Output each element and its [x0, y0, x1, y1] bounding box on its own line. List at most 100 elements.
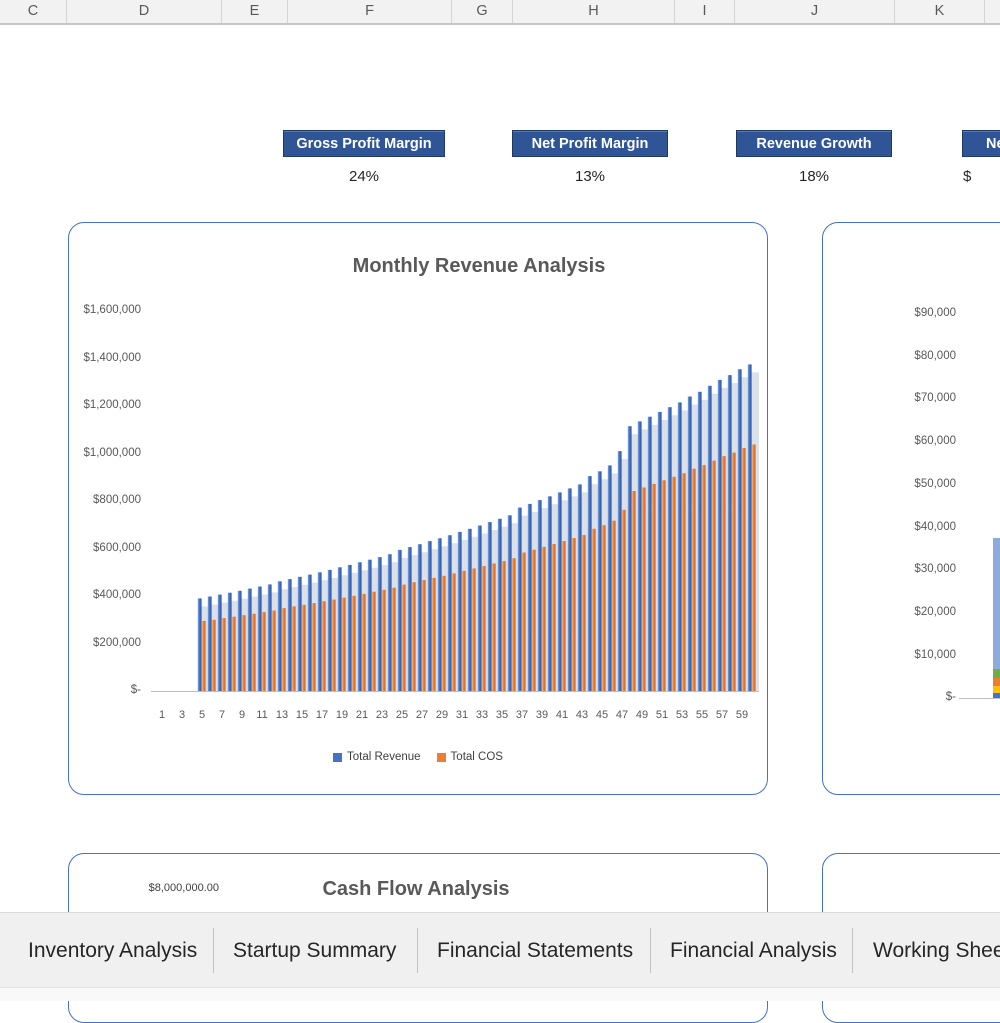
- tab-divider-2: [650, 928, 651, 973]
- cos-bar-month-48: [632, 491, 636, 691]
- right-y-tick-1: $80,000: [914, 349, 956, 362]
- cos-bar-month-10: [252, 613, 256, 691]
- revenue-bar-month-55: [697, 391, 702, 692]
- right-y-tick-3: $60,000: [914, 435, 956, 448]
- column-header-H[interactable]: H: [513, 0, 675, 23]
- main-chart-plot: [151, 364, 759, 692]
- revenue-bar-month-30: [447, 535, 452, 691]
- kpi-badge-2[interactable]: Revenue Growth: [736, 130, 892, 157]
- monthly-revenue-chart-panel[interactable]: Monthly Revenue Analysis $1,600,000 $1,40…: [68, 222, 768, 795]
- column-header-K[interactable]: K: [895, 0, 985, 23]
- main-y-tick-2: $1,200,000: [83, 399, 141, 411]
- column-header-F[interactable]: F: [288, 0, 452, 23]
- cos-bar-month-38: [532, 549, 536, 691]
- tab-divider-0: [213, 928, 214, 973]
- column-header-D[interactable]: D: [67, 0, 222, 23]
- cos-bar-month-40: [552, 544, 556, 691]
- cos-bar-month-45: [602, 525, 606, 691]
- revenue-bar-month-26: [407, 547, 412, 691]
- main-x-tick-17: 17: [315, 709, 329, 721]
- revenue-bar-month-45: [597, 471, 602, 691]
- kpi-value-1: 13%: [574, 168, 606, 185]
- legend-label-total-cos: Total COS: [450, 751, 503, 763]
- main-x-tick-55: 55: [695, 709, 709, 721]
- sheet-tab-startup-summary[interactable]: Startup Summary: [233, 938, 397, 962]
- tab-divider-1: [417, 928, 418, 973]
- right-bar-orange-segment: [993, 677, 1000, 686]
- column-header-I[interactable]: I: [675, 0, 735, 23]
- cos-bar-month-42: [572, 538, 576, 691]
- main-x-tick-1: 1: [158, 709, 166, 721]
- cos-bar-month-7: [222, 618, 226, 691]
- sheet-tab-financial-statements[interactable]: Financial Statements: [437, 938, 634, 962]
- revenue-bar-month-17: [317, 572, 322, 692]
- column-header-C[interactable]: C: [0, 0, 67, 23]
- cos-bar-month-26: [412, 582, 416, 691]
- sheet-tab-financial-analysis[interactable]: Financial Analysis: [670, 938, 837, 962]
- cos-bar-month-18: [332, 599, 336, 691]
- cos-bar-month-20: [352, 595, 356, 691]
- main-x-tick-57: 57: [715, 709, 729, 721]
- revenue-bar-month-34: [487, 522, 492, 691]
- right-y-tick-4: $50,000: [914, 477, 956, 490]
- tab-divider-3: [852, 928, 853, 973]
- main-x-tick-11: 11: [256, 709, 268, 721]
- cos-bar-month-44: [592, 528, 596, 691]
- cos-bar-month-46: [612, 520, 616, 691]
- column-header-E[interactable]: E: [222, 0, 288, 23]
- revenue-bar-month-53: [677, 402, 682, 691]
- legend-label-total-revenue: Total Revenue: [347, 751, 421, 763]
- revenue-bar-month-50: [647, 416, 652, 691]
- main-x-tick-7: 7: [218, 709, 226, 721]
- revenue-bar-month-49: [637, 421, 642, 691]
- right-y-tick-7: $20,000: [914, 605, 956, 618]
- kpi-badge-0[interactable]: Gross Profit Margin: [283, 130, 445, 157]
- main-x-tick-27: 27: [415, 709, 429, 721]
- legend-swatch-total-cos: [436, 752, 446, 762]
- cos-bar-month-21: [362, 593, 366, 691]
- cos-bar-month-59: [742, 448, 746, 691]
- cos-bar-month-50: [652, 483, 656, 691]
- kpi-badge-1[interactable]: Net Profit Margin: [512, 130, 668, 157]
- cos-bar-month-19: [342, 597, 346, 691]
- revenue-bar-month-40: [547, 496, 552, 692]
- column-header-G[interactable]: G: [452, 0, 513, 23]
- column-header-J[interactable]: J: [735, 0, 895, 23]
- kpi-value-2: 18%: [798, 168, 830, 185]
- cos-bar-month-51: [662, 480, 666, 691]
- revenue-bar-month-15: [297, 576, 302, 691]
- main-y-tick-0: $1,600,000: [83, 304, 141, 316]
- cos-bar-month-29: [442, 575, 446, 691]
- right-chart-panel[interactable]: $90,000 $80,000 $70,000 $60,000 $50,000 $40,0…: [822, 222, 1000, 795]
- main-y-tick-4: $800,000: [93, 494, 141, 506]
- cos-bar-month-34: [492, 563, 496, 691]
- kpi-badge-3[interactable]: Ne: [962, 130, 1000, 157]
- main-x-tick-43: 43: [575, 709, 589, 721]
- main-y-tick-6: $400,000: [93, 589, 141, 601]
- revenue-bar-month-27: [417, 544, 422, 691]
- main-x-tick-3: 3: [178, 709, 186, 721]
- revenue-bar-month-12: [267, 584, 272, 691]
- cos-bar-month-27: [422, 580, 426, 691]
- cos-bar-month-15: [302, 604, 306, 691]
- main-x-tick-53: 53: [675, 709, 689, 721]
- sheet-tab-inventory-analysis[interactable]: Inventory Analysis: [28, 938, 198, 962]
- legend-swatch-total-revenue: [333, 752, 343, 762]
- right-y-tick-9: $-: [945, 691, 956, 704]
- revenue-bar-month-56: [707, 385, 712, 691]
- revenue-bar-month-23: [377, 557, 382, 691]
- cos-bar-month-39: [542, 546, 546, 691]
- revenue-bar-month-33: [477, 525, 482, 691]
- revenue-bar-month-10: [247, 588, 252, 691]
- revenue-bar-month-28: [427, 541, 432, 691]
- main-x-tick-47: 47: [615, 709, 629, 721]
- main-y-tick-1: $1,400,000: [83, 351, 141, 364]
- revenue-bar-month-9: [237, 590, 242, 691]
- cos-bar-month-6: [212, 619, 216, 692]
- main-x-tick-25: 25: [395, 709, 409, 721]
- revenue-bar-month-13: [277, 581, 282, 691]
- revenue-bar-month-42: [567, 488, 572, 691]
- cos-bar-month-30: [452, 573, 456, 691]
- sheet-tab-working-shee[interactable]: Working Shee: [873, 938, 1000, 962]
